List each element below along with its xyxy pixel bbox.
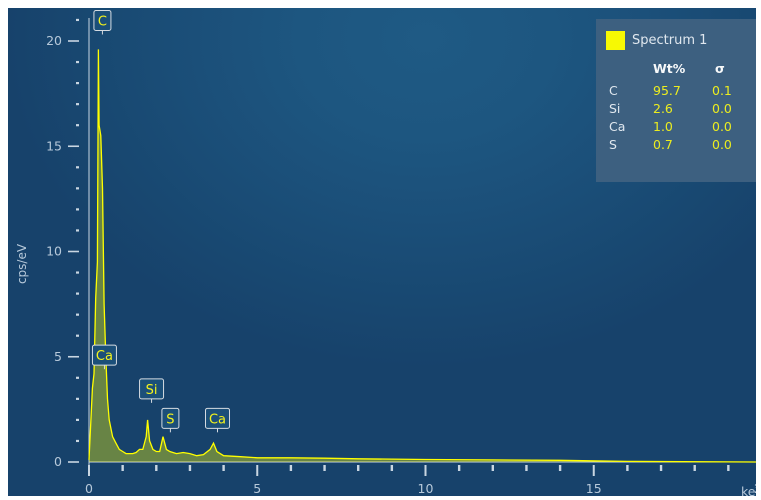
peak-label: Ca	[96, 349, 113, 364]
x-tick-label: 20	[754, 481, 756, 496]
peak-label: S	[166, 412, 174, 427]
series-layer	[88, 49, 756, 463]
legend-wt: 2.6	[653, 101, 673, 116]
legend-element: Si	[609, 101, 621, 116]
peak-label: C	[98, 14, 107, 29]
y-tick-label: 0	[54, 454, 62, 469]
legend-element: C	[609, 83, 618, 98]
peak-label: Ca	[209, 412, 226, 427]
legend-sigma: 0.0	[712, 101, 732, 116]
y-tick-label: 5	[54, 349, 62, 364]
legend-series-name: Spectrum 1	[632, 33, 708, 48]
legend-wt: 1.0	[653, 119, 673, 134]
legend-row: Ca 1.0 0.0	[596, 119, 756, 137]
axes: 0510152005101520253035	[46, 17, 756, 496]
legend-element: Ca	[609, 119, 626, 134]
legend-row: C 95.7 0.1	[596, 83, 756, 101]
legend-wt: 0.7	[653, 137, 673, 152]
legend-sigma: 0.1	[712, 83, 732, 98]
legend-wt: 95.7	[653, 83, 681, 98]
legend-header-sigma: σ	[715, 61, 725, 76]
y-tick-label: 10	[46, 244, 62, 259]
x-tick-label: 0	[85, 481, 93, 496]
y-axis-label: cps/eV	[15, 243, 29, 284]
legend-row: Si 2.6 0.0	[596, 101, 756, 119]
x-tick-label: 10	[418, 481, 434, 496]
legend-header-wt: Wt%	[653, 61, 686, 76]
peak-label: Si	[146, 383, 158, 398]
x-tick-label: 5	[253, 481, 261, 496]
legend-element: S	[609, 137, 617, 152]
legend-sigma: 0.0	[712, 119, 732, 134]
y-tick-label: 15	[46, 138, 62, 153]
x-axis-label: keV	[741, 484, 756, 496]
y-tick-label: 20	[46, 33, 62, 48]
legend-panel: Spectrum 1 Wt% σ C 95.7 0.1 Si 2.6 0.0 C…	[596, 19, 756, 182]
legend-sigma: 0.0	[712, 137, 732, 152]
spectrum-line	[88, 49, 756, 463]
peak-labels: C Ca Si S Ca	[91, 9, 231, 433]
legend-swatch	[606, 31, 625, 50]
legend-row: S 0.7 0.0	[596, 137, 756, 155]
x-tick-label: 15	[586, 481, 602, 496]
